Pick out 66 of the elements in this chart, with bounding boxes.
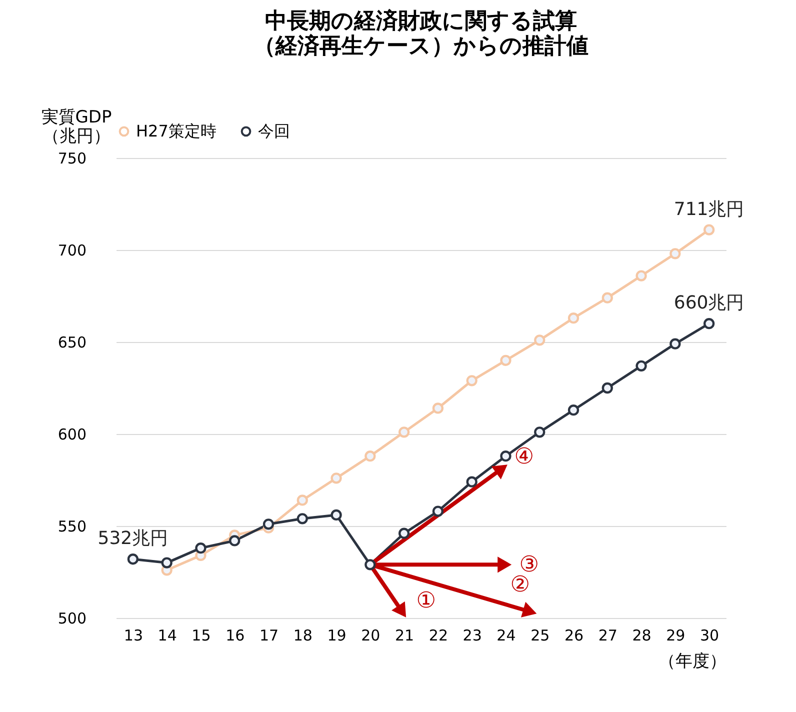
- x-tick-label: 17: [259, 626, 279, 644]
- annotation: 660兆円: [674, 292, 744, 314]
- point: [466, 375, 478, 386]
- y-tick-label: 600: [58, 426, 86, 444]
- point: [262, 518, 274, 530]
- x-tick-label: 13: [124, 626, 143, 644]
- point: [670, 248, 681, 260]
- point: [568, 404, 580, 416]
- annotation: 711兆円: [674, 198, 744, 220]
- point: [398, 426, 410, 438]
- point: [500, 354, 512, 366]
- point: [432, 506, 444, 517]
- annotation: ④: [514, 444, 534, 470]
- point: [161, 557, 172, 568]
- point: [398, 528, 410, 539]
- x-axis-title: （年度）: [658, 652, 726, 672]
- point: [296, 513, 308, 524]
- point: [636, 270, 647, 282]
- point: [670, 338, 681, 350]
- point: [534, 334, 546, 346]
- y-tick-label: 750: [58, 150, 86, 168]
- x-tick-label: 30: [700, 626, 720, 644]
- point: [602, 292, 613, 304]
- x-tick-label: 19: [327, 626, 346, 644]
- x-tick-label: 14: [158, 626, 177, 644]
- point: [195, 542, 206, 554]
- y-tick-label: 700: [58, 242, 86, 260]
- point: [568, 312, 580, 324]
- x-tick-label: 18: [293, 626, 312, 644]
- point: [636, 360, 647, 372]
- x-tick-label: 23: [462, 626, 482, 644]
- point: [466, 476, 478, 488]
- x-tick-label: 28: [632, 626, 652, 644]
- y-tick-label: 500: [58, 610, 86, 628]
- chart-subtitle: （経済再生ケース）からの推計値: [254, 33, 588, 59]
- point: [330, 509, 342, 521]
- point: [703, 318, 715, 330]
- point: [500, 450, 512, 462]
- legend-label: 今回: [258, 121, 290, 140]
- point: [296, 494, 308, 506]
- x-tick-label: 20: [361, 626, 380, 644]
- x-tick-label: 26: [564, 626, 584, 644]
- chart-title: 中長期の経済財政に関する試算: [265, 8, 577, 34]
- x-tick-label: 21: [395, 626, 414, 644]
- x-tick-label: 22: [428, 626, 448, 644]
- point: [534, 426, 546, 438]
- point: [364, 559, 376, 570]
- annotation: ①: [416, 588, 436, 614]
- point: [364, 450, 376, 462]
- annotation: 532兆円: [98, 528, 168, 550]
- x-tick-label: 25: [530, 626, 550, 644]
- point: [330, 472, 342, 484]
- y-tick-label: 650: [58, 334, 86, 352]
- y-axis-title: 実質GDP （兆円）: [41, 108, 112, 146]
- x-tick-label: 24: [496, 626, 516, 644]
- point: [229, 535, 240, 546]
- legend-label: H27策定時: [136, 121, 216, 140]
- point: [602, 382, 613, 394]
- point: [127, 554, 139, 565]
- point: [432, 402, 444, 414]
- x-tick-label: 16: [226, 626, 245, 644]
- x-tick-label: 29: [666, 626, 686, 644]
- x-tick-label: 27: [598, 626, 618, 644]
- y-tick-label: 550: [58, 518, 86, 536]
- x-tick-label: 15: [192, 626, 211, 644]
- point: [703, 224, 715, 236]
